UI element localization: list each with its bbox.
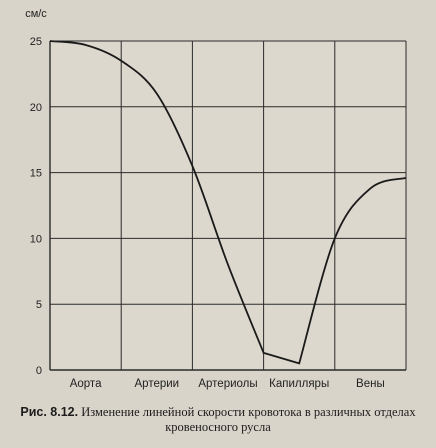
x-tick-label-3: Капилляры	[269, 378, 329, 390]
y-tick-label-5: 5	[36, 299, 42, 311]
y-tick-label-0: 0	[36, 365, 42, 377]
y-tick-label-25: 25	[30, 36, 42, 48]
figure-label: Рис. 8.12.	[20, 405, 79, 419]
y-tick-label-20: 20	[30, 102, 42, 114]
x-tick-labels: Аорта Артерии Артериолы Капилляры Вены	[70, 378, 385, 390]
y-tick-labels: 0 5 10 15 20 25	[30, 36, 42, 377]
x-tick-label-1: Артерии	[135, 378, 180, 390]
figure-caption-text: Изменение линейной скорости кровотока в …	[81, 405, 416, 434]
grid	[49, 40, 407, 371]
x-tick-label-0: Аорта	[70, 378, 102, 390]
figure-caption: Рис. 8.12. Изменение линейной скорости к…	[8, 405, 428, 435]
y-axis-label: см/с	[25, 8, 47, 20]
x-tick-label-2: Артериолы	[198, 378, 257, 390]
velocity-line	[49, 40, 407, 365]
x-tick-label-4: Вены	[356, 378, 385, 390]
y-tick-label-15: 15	[30, 168, 42, 180]
y-tick-label-10: 10	[30, 233, 42, 245]
